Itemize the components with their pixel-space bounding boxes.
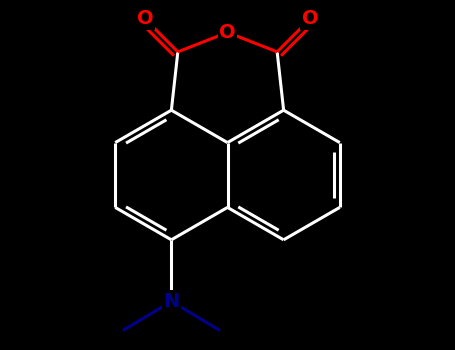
Text: O: O: [302, 9, 318, 28]
Text: N: N: [163, 292, 179, 311]
Text: O: O: [136, 9, 153, 28]
Text: O: O: [219, 23, 236, 42]
